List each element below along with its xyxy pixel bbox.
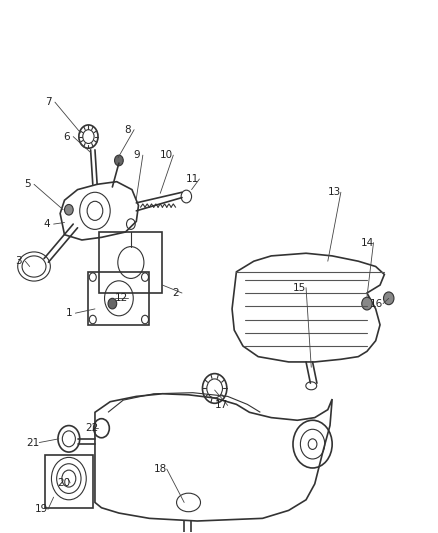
Text: 22: 22	[85, 423, 99, 433]
Text: 19: 19	[35, 504, 48, 514]
Text: 18: 18	[154, 464, 167, 474]
Text: 14: 14	[360, 238, 374, 248]
Bar	[99, 232, 162, 293]
Text: 5: 5	[24, 179, 31, 189]
Circle shape	[362, 297, 372, 310]
Text: 3: 3	[15, 256, 22, 266]
Text: 8: 8	[124, 125, 131, 135]
Circle shape	[64, 205, 73, 215]
Text: 16: 16	[370, 298, 383, 309]
Text: 9: 9	[133, 150, 140, 160]
Text: 17: 17	[215, 400, 228, 410]
Text: 20: 20	[57, 478, 70, 488]
Text: 7: 7	[45, 97, 52, 107]
Text: 1: 1	[66, 308, 72, 318]
Circle shape	[384, 292, 394, 305]
Text: 6: 6	[64, 132, 70, 142]
Text: 13: 13	[328, 187, 341, 197]
Text: 4: 4	[44, 219, 50, 229]
Circle shape	[115, 155, 123, 166]
Circle shape	[108, 298, 117, 309]
Text: 2: 2	[172, 288, 179, 298]
Text: 12: 12	[114, 293, 128, 303]
Bar	[45, 455, 93, 508]
Text: 10: 10	[160, 150, 173, 160]
Text: 11: 11	[186, 174, 200, 184]
Text: 15: 15	[293, 282, 306, 293]
Text: 21: 21	[26, 438, 39, 448]
